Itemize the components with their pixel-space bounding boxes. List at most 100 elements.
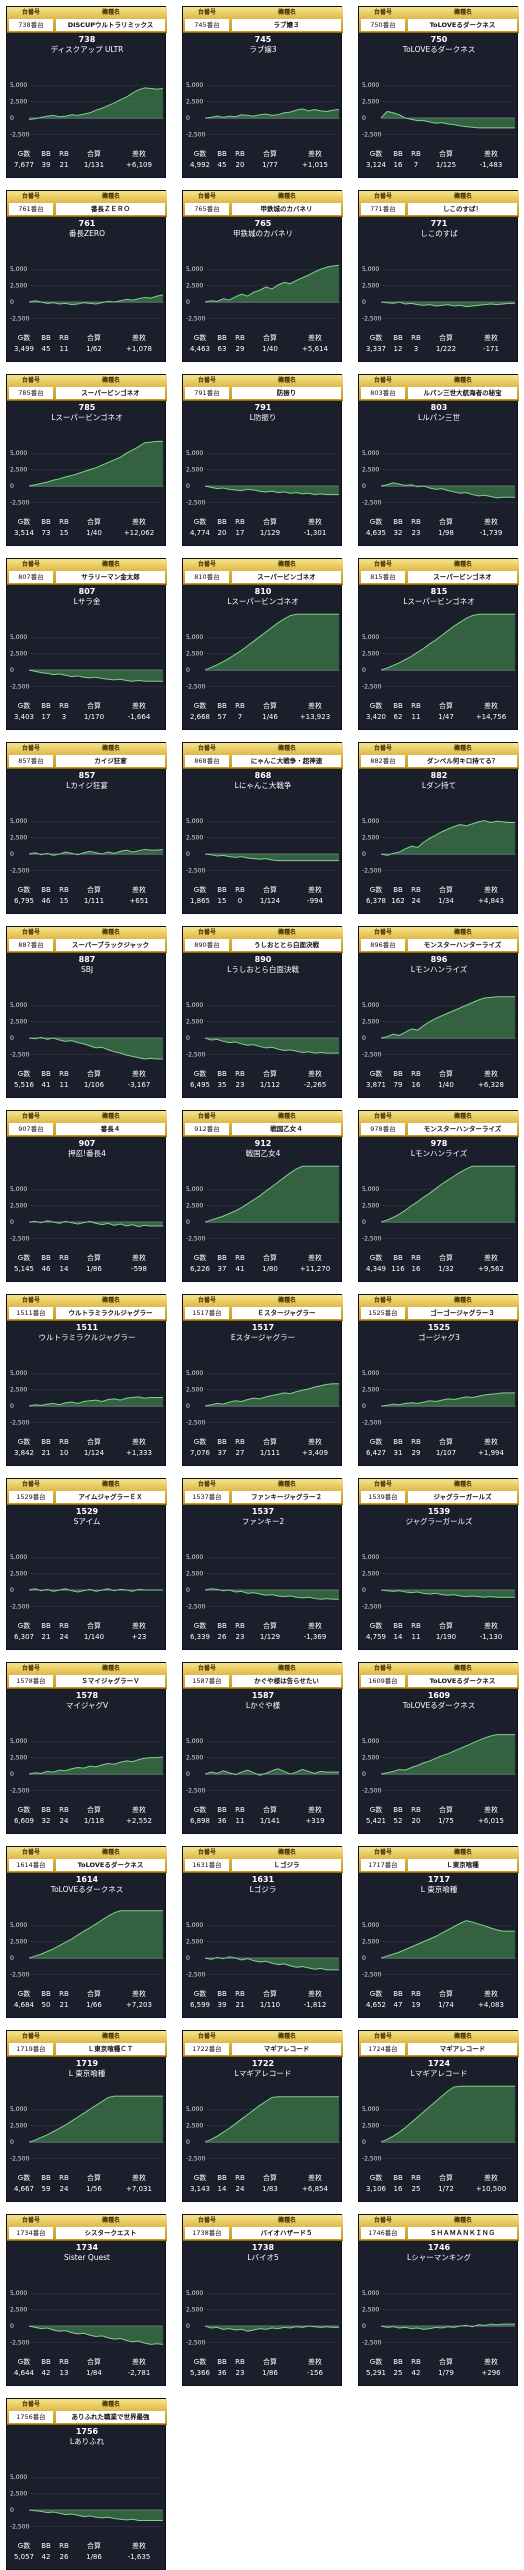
diff-value: +1,015 — [302, 161, 328, 169]
machine-card[interactable]: 台番号 機種名 1537番台 ファンキージャグラー２ 1537 ファンキー2 5,000 2,… — [182, 1478, 343, 1650]
machine-card[interactable]: 台番号 機種名 815番台 スーパービンゴネオ 815 Lスーパービンゴネオ 5,000 2,… — [358, 558, 519, 730]
machine-number: 912 — [254, 1139, 272, 1148]
machine-card[interactable]: 台番号 機種名 1717番台 Ｌ東京喰種 1717 L 東京喰種 5,000 2,500 0 -2… — [358, 1846, 519, 2018]
machine-card[interactable]: 台番号 機種名 1517番台 Ｅスタージャグラー 1517 Eスタージャグラー 5,000 2… — [182, 1294, 343, 1466]
machine-card[interactable]: 台番号 機種名 887番台 スーパーブラックジャック 887 SBJ 5,000 2,500 0… — [6, 926, 167, 1098]
stat-col-label: 差枚 — [308, 886, 322, 894]
games-value: 1,865 — [189, 897, 211, 905]
stat-col-label: G数 — [17, 1622, 31, 1630]
machine-card[interactable]: 台番号 機種名 1631番台 Ｌゴジラ 1631 Lゴジラ 5,000 2,500 0 -2,50… — [182, 1846, 343, 2018]
machine-card[interactable]: 台番号 機種名 807番台 サラリーマン金太郎 807 Lサラ金 5,000 2,500 0 -2… — [6, 558, 167, 730]
y-tick-label: 2,500 — [10, 1203, 27, 1210]
machine-title: Lにゃんこ大戦争 — [234, 781, 292, 790]
machine-card[interactable]: 台番号 機種名 1529番台 アイムジャグラーＥＸ 1529 Sアイム 5,000 2,500… — [6, 1478, 167, 1650]
stat-col-label: RB — [235, 2174, 245, 2182]
stats-values: 4,774 20 17 1/129 -1,301 — [187, 528, 339, 538]
machine-card[interactable]: 台番号 機種名 791番台 防振り 791 L防振り 5,000 2,500 0 -2,500 G数… — [182, 374, 343, 546]
machine-card[interactable]: 台番号 機種名 1746番台 ＳＨＡＭＡＮＫＩＮＧ 1746 Lシャーマンキング 5,000… — [358, 2214, 519, 2386]
machine-card[interactable]: 台番号 機種名 868番台 にゃんこ大戦争・超神速 868 Lにゃんこ大戦争 5,000 2,… — [182, 742, 343, 914]
stat-col-label: 合算 — [87, 334, 101, 342]
bb-value: 14 — [393, 1633, 403, 1641]
y-tick-label: -2,500 — [10, 683, 30, 690]
machine-card[interactable]: 台番号 機種名 1738番台 バイオハザード５ 1738 Lバイオ5 5,000 2,500 0… — [182, 2214, 343, 2386]
unit-no-label: 台番号 — [373, 561, 392, 568]
card-header: 台番号 機種名 1537番台 ファンキージャグラー２ — [183, 1479, 343, 1505]
machine-card[interactable]: 台番号 機種名 810番台 スーパービンゴネオ 810 Lスーパービンゴネオ 5,000 2,… — [182, 558, 343, 730]
combined-value: 1/77 — [262, 161, 278, 169]
machine-card[interactable]: 台番号 機種名 785番台 スーパービンゴネオ 785 Lスーパービンゴネオ 5,000 2,… — [6, 374, 167, 546]
machine-card[interactable]: 台番号 機種名 745番台 ラブ嬢３ 745 ラブ嬢3 5,000 2,500 0 -2,500 G… — [182, 6, 343, 178]
stat-col-label: 合算 — [439, 1806, 453, 1814]
unit-no-label: 台番号 — [197, 929, 216, 936]
stats-header: G数 BB RB 合算 差枚 — [187, 1437, 339, 1447]
bb-value: 45 — [41, 345, 51, 353]
diff-area — [29, 87, 163, 120]
machine-card[interactable]: 台番号 機種名 1578番台 ＳマイジャグラーＶ 1578 マイジャグV 5,000 2,50… — [6, 1662, 167, 1834]
machine-card[interactable]: 台番号 機種名 1719番台 Ｌ東京喰種ＣＴ 1719 L 東京喰種 5,000 2,500 0… — [6, 2030, 167, 2202]
machine-name-label: 機種名 — [277, 9, 296, 16]
diff-value: +5,614 — [302, 345, 328, 353]
stat-col-label: G数 — [369, 702, 383, 710]
machine-card[interactable]: 台番号 機種名 890番台 うしおととら白面決戦 890 Lうしおとら白面決戦 5,000 2… — [182, 926, 343, 1098]
stats-values: 5,057 42 26 1/86 -1,635 — [11, 2552, 163, 2562]
stat-col-label: 合算 — [87, 886, 101, 894]
stat-col-label: 合算 — [87, 1990, 101, 1998]
machine-card[interactable]: 台番号 機種名 1511番台 ウルトラミラクルジャグラー 1511 ウルトラミラクルジャグ… — [6, 1294, 167, 1466]
machine-card[interactable]: 台番号 機種名 1609番台 ToLOVEるダークネス 1609 ToLOVEるダークネス… — [358, 1662, 519, 1834]
machine-card[interactable]: 台番号 機種名 803番台 ルパン三世大航海者の秘宝 803 Lルパン三世 5,000 2,5… — [358, 374, 519, 546]
machine-card[interactable]: 台番号 機種名 1525番台 ゴーゴージャグラー３ 1525 ゴージャグ3 5,000 2,5… — [358, 1294, 519, 1466]
stats-values: 4,992 45 20 1/77 +1,015 — [187, 160, 339, 170]
machine-card[interactable]: 台番号 機種名 750番台 ToLOVEるダークネス 750 ToLOVEるダークネス 5,… — [358, 6, 519, 178]
diff-value: +4,083 — [478, 2001, 504, 2009]
bb-value: 15 — [217, 897, 227, 905]
machine-card[interactable]: 台番号 機種名 1614番台 ToLOVEるダークネス 1614 ToLOVEるダークネス… — [6, 1846, 167, 2018]
stat-col-label: 合算 — [87, 1622, 101, 1630]
machine-card[interactable]: 台番号 機種名 738番台 DISCUPウルトラリミックス 738 ディスクアップ ULT… — [6, 6, 167, 178]
machine-card[interactable]: 台番号 機種名 761番台 番長ＺＥＲＯ 761 番長ZERO 5,000 2,500 0 -2,… — [6, 190, 167, 362]
machine-title: SBJ — [80, 965, 94, 974]
machine-card[interactable]: 台番号 機種名 1722番台 マギアレコード 1722 Lマギアレコード 5,000 2,50… — [182, 2030, 343, 2202]
machine-number: 1746 — [427, 2243, 451, 2252]
machine-card[interactable]: 台番号 機種名 1587番台 かぐや様は告らせたい 1587 Lかぐや様 5,000 2,50… — [182, 1662, 343, 1834]
diff-value: +23 — [131, 1633, 147, 1641]
bb-value: 50 — [41, 2001, 51, 2009]
machine-card[interactable]: 台番号 機種名 1756番台 ありふれた職業で世界最強 1756 Lありふれ 5,000 2,… — [6, 2398, 167, 2570]
rb-value: 0 — [237, 897, 243, 905]
y-tick-label: -2,500 — [10, 1051, 30, 1058]
machine-card[interactable]: 台番号 機種名 896番台 モンスターハンターライズ 896 Lモンハンライズ 5,000 2… — [358, 926, 519, 1098]
games-value: 7,076 — [189, 1449, 211, 1457]
card-header: 台番号 機種名 868番台 にゃんこ大戦争・超神速 — [183, 743, 343, 769]
machine-card[interactable]: 台番号 機種名 1724番台 マギアレコード 1724 Lマギアレコード 5,000 2,50… — [358, 2030, 519, 2202]
rb-value: 17 — [235, 529, 245, 537]
machine-card[interactable]: 台番号 機種名 765番台 甲鉄城のカバネリ 765 甲鉄城のカバネリ 5,000 2,500… — [182, 190, 343, 362]
card-header: 台番号 機種名 1511番台 ウルトラミラクルジャグラー — [7, 1295, 167, 1321]
machine-card[interactable]: 台番号 機種名 912番台 戦国乙女４ 912 戦国乙女4 5,000 2,500 0 -2,50… — [182, 1110, 343, 1282]
unit-no-value: 785番台 — [9, 387, 53, 399]
stat-col-label: BB — [41, 1254, 51, 1262]
machine-card[interactable]: 台番号 機種名 882番台 ダンベル何キロ持てる？ 882 Lダン持て 5,000 2,500… — [358, 742, 519, 914]
stat-col-label: 差枚 — [308, 1990, 322, 1998]
games-value: 6,339 — [189, 1633, 211, 1641]
y-tick-label: 5,000 — [186, 1186, 203, 1193]
machine-card[interactable]: 台番号 機種名 1734番台 シスタークエスト 1734 Sister Quest 5,00… — [6, 2214, 167, 2386]
stat-col-label: RB — [59, 886, 69, 894]
stats-values: 3,124 16 7 1/125 -1,483 — [363, 160, 515, 170]
machine-name-value: アイムジャグラーＥＸ — [56, 1491, 165, 1503]
rb-value: 20 — [411, 1817, 421, 1825]
machine-name-value: マギアレコード — [232, 2043, 341, 2055]
machine-card[interactable]: 台番号 機種名 1539番台 ジャグラーガールズ 1539 ジャグラーガールズ 5,000 2… — [358, 1478, 519, 1650]
card-header: 台番号 機種名 882番台 ダンベル何キロ持てる？ — [359, 743, 519, 769]
machine-card[interactable]: 台番号 機種名 857番台 カイジ狂宴 857 Lカイジ狂宴 5,000 2,500 0 -2,5… — [6, 742, 167, 914]
y-tick-label: 5,000 — [186, 82, 203, 89]
combined-value: 1/40 — [86, 529, 102, 537]
machine-card[interactable]: 台番号 機種名 907番台 番長４ 907 押忍!番長4 5,000 2,500 0 -2,500… — [6, 1110, 167, 1282]
y-tick-label: 5,000 — [10, 2290, 27, 2297]
y-tick-label: 0 — [186, 1035, 190, 1042]
stats-values: 2,668 57 7 1/46 +13,923 — [187, 712, 339, 722]
card-header: 台番号 機種名 761番台 番長ＺＥＲＯ — [7, 191, 167, 217]
machine-card[interactable]: 台番号 機種名 978番台 モンスターハンターライズ 978 Lモンハンライズ 5,000 2… — [358, 1110, 519, 1282]
stats-values: 6,378 162 24 1/34 +4,843 — [363, 896, 515, 906]
differential-graph: 5,000 2,500 0 -2,500 — [186, 82, 340, 138]
differential-graph: 5,000 2,500 0 -2,500 — [362, 82, 515, 138]
machine-card[interactable]: 台番号 機種名 771番台 しこのすば！ 771 しこのすば 5,000 2,500 0 -2,5… — [358, 190, 519, 362]
